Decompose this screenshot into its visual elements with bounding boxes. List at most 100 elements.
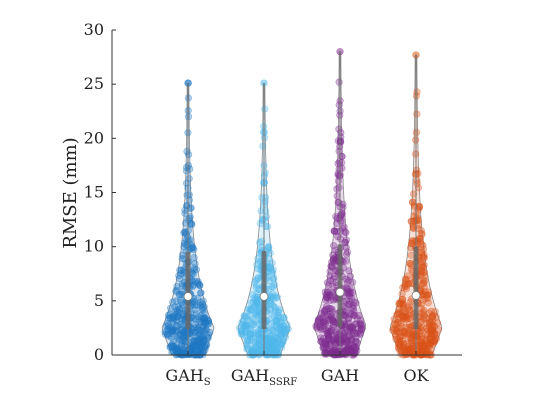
data-point — [187, 204, 195, 212]
data-point — [330, 346, 338, 355]
data-point — [274, 314, 282, 322]
data-point — [338, 328, 346, 337]
data-point — [409, 342, 417, 350]
data-point — [245, 341, 253, 349]
data-point — [190, 254, 198, 262]
data-point — [186, 213, 194, 221]
data-point — [420, 311, 428, 319]
data-point — [179, 350, 187, 358]
data-point — [345, 314, 353, 322]
data-point — [174, 303, 182, 311]
data-point — [175, 274, 183, 283]
data-point — [178, 280, 187, 288]
data-point — [271, 281, 279, 289]
data-point — [185, 191, 193, 199]
data-point — [169, 342, 177, 350]
data-point — [273, 333, 281, 341]
data-point — [261, 347, 269, 355]
data-point — [190, 298, 198, 306]
data-point — [423, 339, 432, 347]
data-point — [195, 338, 203, 346]
data-point — [410, 190, 418, 198]
data-point — [243, 320, 251, 329]
data-point — [346, 288, 354, 296]
data-point — [414, 220, 422, 228]
data-point — [422, 313, 430, 322]
data-point — [252, 328, 260, 337]
data-point — [194, 313, 202, 321]
data-point — [319, 335, 328, 343]
data-point — [173, 348, 181, 356]
data-point — [196, 347, 204, 355]
data-point — [401, 329, 409, 337]
data-point — [396, 333, 404, 341]
data-point — [418, 343, 426, 351]
data-point — [424, 331, 432, 339]
data-point — [408, 336, 416, 345]
data-point — [394, 310, 402, 318]
data-point — [326, 272, 334, 280]
data-point — [321, 337, 330, 345]
data-point — [426, 340, 434, 348]
data-point — [244, 344, 252, 353]
data-point — [400, 343, 408, 352]
data-point — [355, 327, 364, 335]
data-point — [247, 305, 255, 313]
data-point — [399, 300, 408, 308]
data-point — [322, 296, 330, 304]
data-point — [420, 261, 428, 269]
data-point — [176, 330, 184, 338]
data-point — [186, 328, 194, 337]
data-point — [329, 275, 338, 283]
data-point — [322, 326, 330, 334]
data-point — [349, 326, 357, 335]
data-point — [269, 327, 277, 335]
data-point — [177, 266, 185, 275]
data-point — [403, 330, 411, 338]
data-point — [196, 326, 204, 334]
data-point — [183, 329, 191, 338]
data-point — [420, 290, 428, 298]
data-point — [273, 339, 281, 348]
data-point — [408, 239, 416, 248]
data-point — [321, 306, 329, 315]
data-point — [333, 228, 341, 236]
data-point — [203, 315, 212, 324]
data-point — [419, 245, 428, 253]
data-point — [418, 332, 426, 340]
data-point — [404, 335, 412, 343]
data-point — [191, 320, 200, 328]
data-point — [329, 251, 337, 259]
data-point — [404, 345, 412, 353]
data-point — [346, 322, 355, 331]
data-point — [327, 293, 335, 301]
data-point — [197, 289, 205, 297]
data-point — [420, 350, 428, 358]
data-point — [326, 291, 335, 300]
data-point — [314, 315, 323, 324]
data-point — [395, 305, 403, 313]
data-point — [331, 339, 339, 347]
data-point — [419, 253, 428, 261]
data-point — [171, 303, 179, 311]
median-marker — [183, 292, 193, 301]
data-point — [426, 334, 434, 342]
data-point — [275, 338, 284, 346]
data-point — [406, 314, 414, 322]
data-point — [183, 201, 191, 210]
data-point — [178, 341, 186, 350]
data-point — [280, 328, 288, 336]
data-point — [429, 327, 437, 335]
data-point — [348, 348, 356, 357]
data-point — [176, 332, 184, 340]
data-point — [421, 288, 429, 296]
data-point — [325, 281, 333, 289]
data-point — [404, 343, 412, 351]
data-point — [344, 315, 352, 323]
data-point — [164, 326, 172, 334]
data-point — [335, 337, 343, 345]
data-point — [176, 290, 184, 298]
data-point — [189, 339, 197, 347]
data-point — [394, 325, 402, 333]
data-point — [199, 314, 207, 322]
